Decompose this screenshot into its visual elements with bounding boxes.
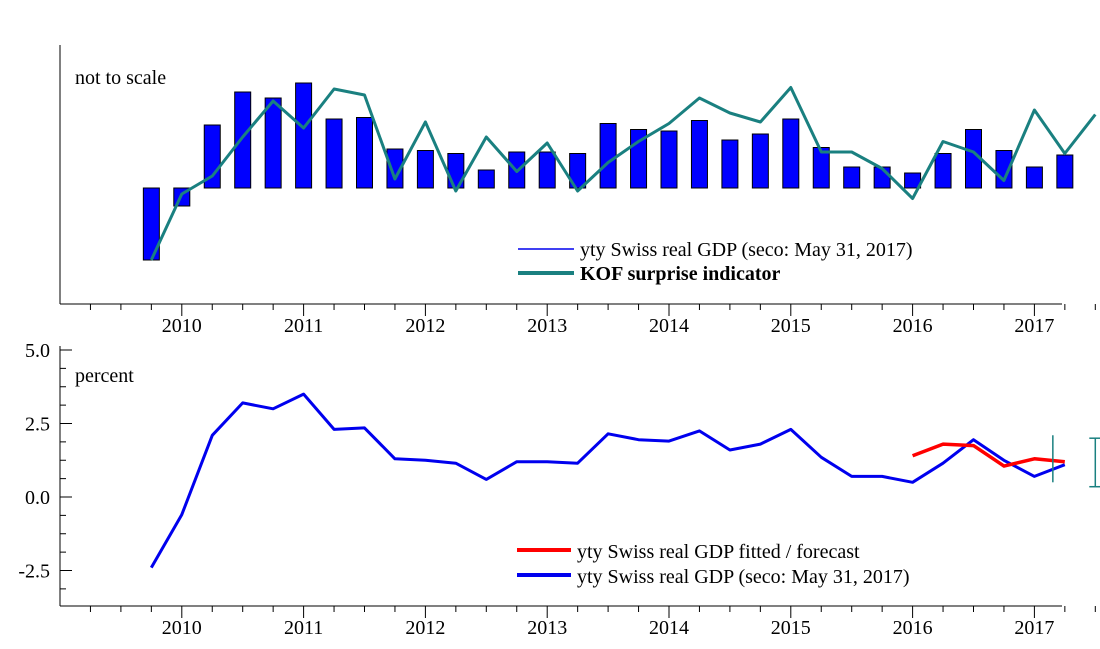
legend-label-gdp-line: yty Swiss real GDP (seco: May 31, 2017) [577,566,910,588]
gdp-bar [538,151,556,189]
x-tick-label: 2014 [649,617,689,639]
bottom-x-ticks: 2010 2011 2012 2013 2014 2015 2016 2017 [89,606,1096,639]
x-tick-label: 2015 [771,617,811,639]
x-tick-label: 2017 [1014,617,1054,639]
y-tick-label: 0.0 [25,487,50,509]
top-annotation: not to scale [75,67,166,89]
x-tick-label: 2010 [162,315,202,337]
x-tick-label: 2016 [893,315,933,337]
gdp-bar [295,82,313,189]
top-panel: 2010 2011 2012 2013 2014 2015 2016 2017 not to … [59,45,1097,337]
legend-label-kof: KOF surprise indicator [580,263,780,285]
gdp-bar [782,118,800,189]
top-x-ticks: 2010 2011 2012 2013 2014 2015 2016 2017 [89,304,1096,337]
gdp-line [149,392,1066,569]
x-tick-label: 2011 [284,315,323,337]
legend-label-fitted: yty Swiss real GDP fitted / forecast [577,541,860,563]
gdp-bar [477,169,495,189]
gdp-bar [356,117,373,189]
gdp-bar [843,166,861,189]
x-tick-label: 2010 [162,617,202,639]
y-tick-label: 5.0 [25,340,50,362]
y-tick-label: -2.5 [18,561,50,583]
gdp-bar [934,153,952,189]
gdp-bar [599,123,617,189]
kof-surprise-line [149,86,1097,261]
gdp-bar [660,130,678,189]
x-tick-label: 2011 [284,617,323,639]
x-tick-label: 2016 [893,617,933,639]
bottom-legend: yty Swiss real GDP fitted / forecast yty… [517,541,910,588]
gdp-bar [812,147,830,189]
gdp-bar [234,91,252,189]
gdp-bar [416,150,434,189]
fitted-forecast-line [911,442,1065,468]
x-tick-label: 2015 [771,315,811,337]
top-legend: yty Swiss real GDP (seco: May 31, 2017) … [518,239,913,285]
gdp-bar [751,133,769,189]
forecast-error-bars [1052,435,1100,488]
bottom-y-label: percent [75,365,134,387]
gdp-bar [1056,154,1074,189]
bottom-panel: 5.02.50.0-2.5 2010 2011 2012 2013 2014 2015 20… [18,340,1100,639]
gdp-bar [264,97,282,189]
y-tick-label: 2.5 [25,414,50,436]
x-tick-label: 2013 [527,315,567,337]
x-tick-label: 2017 [1014,315,1054,337]
bottom-y-ticks: 5.0 2.5 0.0 -2.5 [18,340,72,590]
gdp-bar [721,139,739,189]
gdp-bar [1025,166,1043,189]
gdp-bar [325,118,343,189]
x-tick-label: 2012 [405,617,445,639]
legend-label-gdp-bars: yty Swiss real GDP (seco: May 31, 2017) [580,239,913,261]
x-tick-label: 2013 [527,617,567,639]
x-tick-label: 2014 [649,315,689,337]
x-tick-label: 2012 [405,315,445,337]
gdp-bar [569,153,587,189]
gdp-bar [690,120,708,189]
gdp-bar [386,148,404,189]
